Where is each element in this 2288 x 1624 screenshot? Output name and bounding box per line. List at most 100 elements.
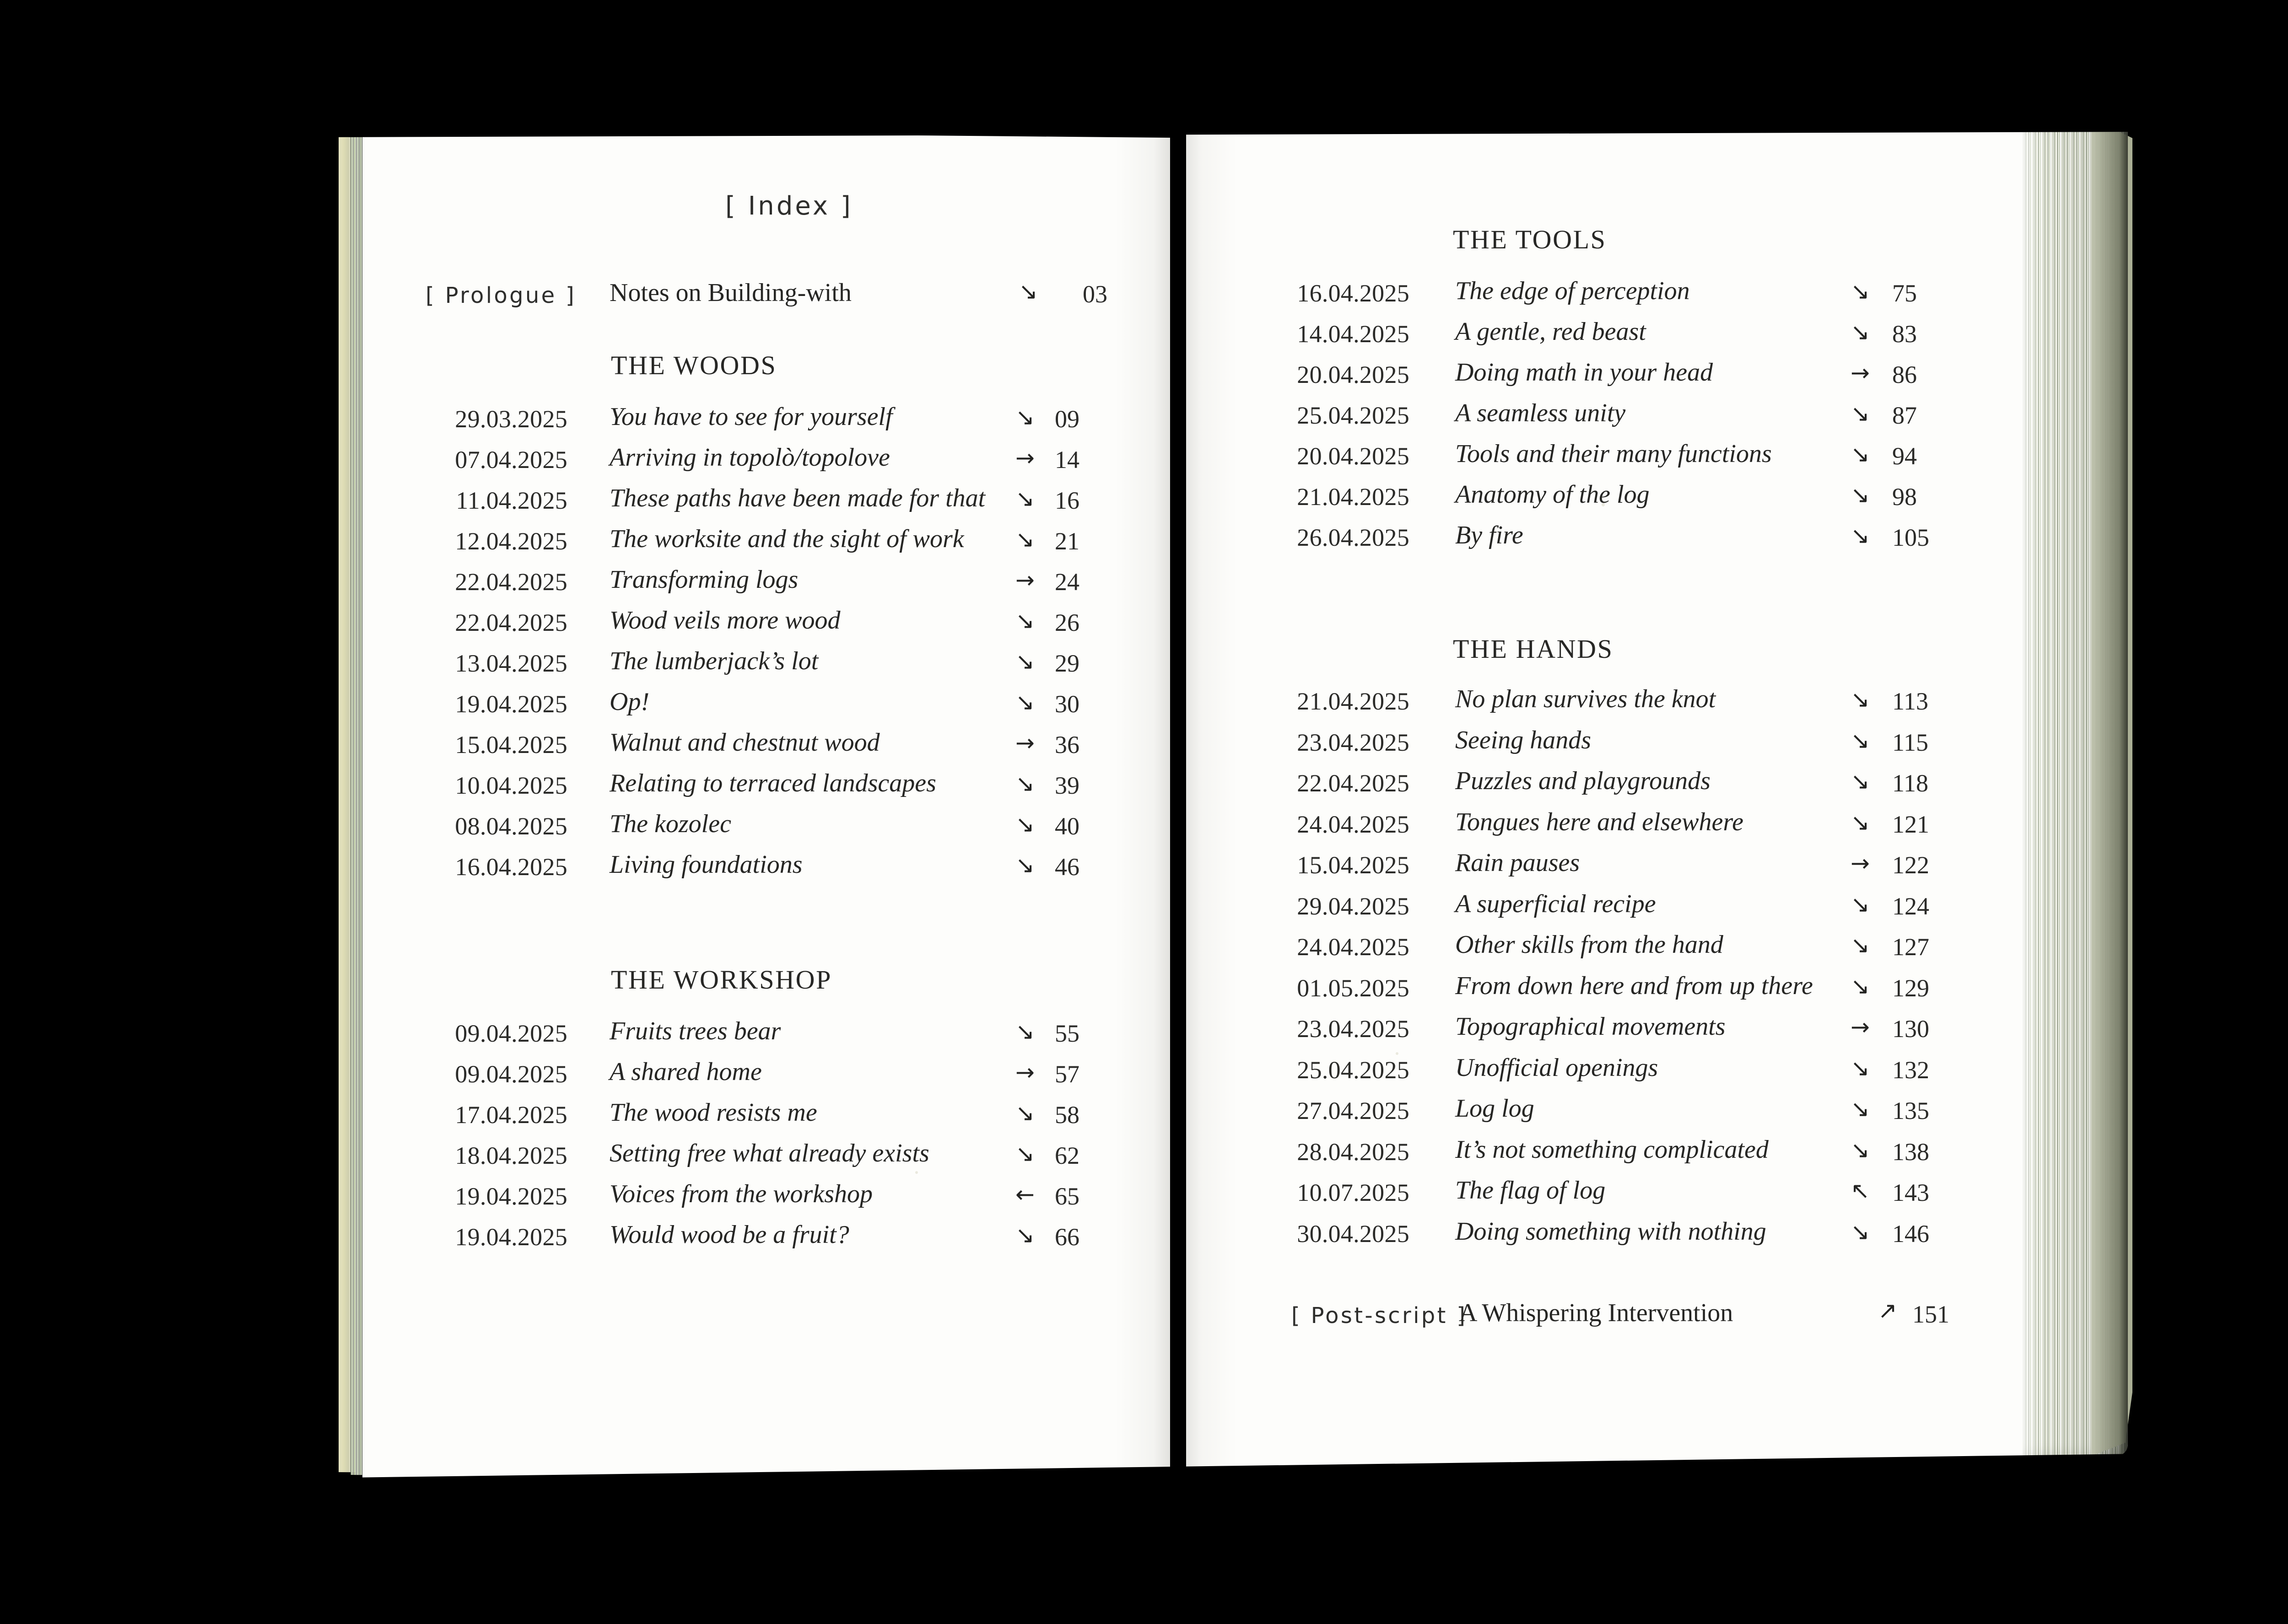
down-right-arrow-icon: ↘ xyxy=(1015,1100,1035,1126)
entry-page-number[interactable]: 132 xyxy=(1892,1056,1929,1084)
entry-page-number[interactable]: 86 xyxy=(1892,361,1917,388)
down-right-arrow-icon: ↘ xyxy=(1851,768,1870,795)
entry-page-number[interactable]: 39 xyxy=(1055,772,1079,799)
entry-page-number[interactable]: 16 xyxy=(1055,487,1079,514)
entry-title[interactable]: Topographical movements xyxy=(1455,1012,1726,1041)
prologue-title[interactable]: Notes on Building-with xyxy=(610,279,852,307)
postscript-label: [ Post-script ] xyxy=(1291,1303,1468,1328)
entry-title[interactable]: A seamless unity xyxy=(1455,399,1626,427)
entry-title[interactable]: Arriving in topolò/topolove xyxy=(610,443,890,472)
entry-title[interactable]: Doing something with nothing xyxy=(1455,1217,1766,1246)
entry-title[interactable]: The kozolec xyxy=(610,810,731,838)
entry-page-number[interactable]: 30 xyxy=(1055,690,1079,718)
entry-page-number[interactable]: 14 xyxy=(1055,446,1079,473)
down-right-arrow-icon: ↘ xyxy=(1015,485,1035,512)
entry-page-number[interactable]: 36 xyxy=(1055,731,1079,758)
entry-page-number[interactable]: 105 xyxy=(1892,524,1929,551)
down-right-arrow-icon: ↘ xyxy=(1015,608,1035,634)
entry-title[interactable]: The edge of perception xyxy=(1455,277,1690,305)
entry-page-number[interactable]: 113 xyxy=(1892,688,1928,715)
entry-title[interactable]: These paths have been made for that xyxy=(610,484,986,512)
entry-title[interactable]: Voices from the workshop xyxy=(610,1180,873,1208)
entry-title[interactable]: Unofficial openings xyxy=(1455,1053,1658,1082)
down-right-arrow-icon: ↘ xyxy=(1851,400,1870,427)
entry-title[interactable]: Transforming logs xyxy=(610,565,799,594)
entry-title[interactable]: A superficial recipe xyxy=(1455,889,1656,918)
entry-title[interactable]: Puzzles and playgrounds xyxy=(1455,767,1711,795)
entry-page-number[interactable]: 24 xyxy=(1055,568,1079,596)
entry-title[interactable]: The worksite and the sight of work xyxy=(610,525,964,553)
entry-date: 29.04.2025 xyxy=(1297,892,1409,920)
entry-title[interactable]: The wood resists me xyxy=(610,1098,817,1127)
entry-title[interactable]: Living foundations xyxy=(610,850,803,879)
left-arrow-icon: ← xyxy=(1015,1181,1035,1208)
entry-title[interactable]: Wood veils more wood xyxy=(610,606,841,635)
entry-page-number[interactable]: 121 xyxy=(1892,810,1929,838)
entry-page-number[interactable]: 94 xyxy=(1892,442,1917,470)
entry-title[interactable]: Would wood be a fruit? xyxy=(610,1221,849,1249)
entry-date: 24.04.2025 xyxy=(1297,933,1409,961)
entry-page-number[interactable]: 127 xyxy=(1892,933,1929,961)
entry-page-number[interactable]: 87 xyxy=(1892,402,1917,429)
postscript-title[interactable]: A Whispering Intervention xyxy=(1459,1299,1733,1327)
entry-page-number[interactable]: 138 xyxy=(1892,1138,1929,1166)
entry-title[interactable]: Op! xyxy=(610,688,650,716)
entry-page-number[interactable]: 58 xyxy=(1055,1101,1079,1129)
entry-page-number[interactable]: 130 xyxy=(1892,1015,1929,1043)
entry-page-number[interactable]: 09 xyxy=(1055,405,1079,433)
entry-title[interactable]: The lumberjack’s lot xyxy=(610,647,819,675)
entry-title[interactable]: Seeing hands xyxy=(1455,726,1592,754)
entry-page-number[interactable]: 62 xyxy=(1055,1142,1079,1169)
entry-title[interactable]: The flag of log xyxy=(1455,1176,1606,1205)
entry-page-number[interactable]: 57 xyxy=(1055,1060,1079,1088)
down-right-arrow-icon: ↘ xyxy=(1851,891,1870,918)
entry-page-number[interactable]: 146 xyxy=(1892,1220,1929,1248)
entry-title[interactable]: Setting free what already exists xyxy=(610,1139,929,1167)
entry-page-number[interactable]: 65 xyxy=(1055,1183,1079,1210)
entry-title[interactable]: Tools and their many functions xyxy=(1455,440,1772,468)
down-right-arrow-icon: ↘ xyxy=(1851,1054,1870,1081)
right-arrow-icon: → xyxy=(1851,850,1870,877)
entry-page-number[interactable]: 143 xyxy=(1892,1179,1929,1206)
entry-title[interactable]: By fire xyxy=(1455,521,1523,549)
entry-title[interactable]: No plan survives the knot xyxy=(1455,685,1716,713)
entry-page-number[interactable]: 75 xyxy=(1892,280,1917,307)
entry-page-number[interactable]: 98 xyxy=(1892,483,1917,511)
down-right-arrow-icon: ↘ xyxy=(1851,441,1870,468)
entry-page-number[interactable]: 83 xyxy=(1892,320,1917,348)
paper-speck xyxy=(915,1171,918,1174)
entry-page-number[interactable]: 129 xyxy=(1892,974,1929,1002)
entry-title[interactable]: A shared home xyxy=(610,1058,762,1086)
entry-title[interactable]: You have to see for yourself xyxy=(610,403,893,431)
entry-title[interactable]: Other skills from the hand xyxy=(1455,930,1723,959)
entry-title[interactable]: It’s not something complicated xyxy=(1455,1135,1769,1164)
entry-title[interactable]: Fruits trees bear xyxy=(610,1017,781,1045)
prologue-page-number[interactable]: 03 xyxy=(1083,280,1107,308)
entry-title[interactable]: Relating to terraced landscapes xyxy=(610,769,936,797)
entry-date: 14.04.2025 xyxy=(1297,320,1409,348)
entry-page-number[interactable]: 29 xyxy=(1055,650,1079,677)
entry-page-number[interactable]: 135 xyxy=(1892,1097,1929,1124)
entry-page-number[interactable]: 26 xyxy=(1055,609,1079,636)
section-heading-the-workshop: THE WORKSHOP xyxy=(611,965,832,995)
entry-title[interactable]: From down here and from up there xyxy=(1455,971,1813,1000)
entry-title[interactable]: Log log xyxy=(1455,1094,1534,1123)
entry-page-number[interactable]: 21 xyxy=(1055,527,1079,555)
postscript-page-number[interactable]: 151 xyxy=(1912,1301,1949,1328)
entry-page-number[interactable]: 115 xyxy=(1892,728,1928,756)
entry-page-number[interactable]: 124 xyxy=(1892,892,1929,920)
entry-page-number[interactable]: 55 xyxy=(1055,1020,1079,1047)
entry-page-number[interactable]: 46 xyxy=(1055,853,1079,881)
entry-page-number[interactable]: 66 xyxy=(1055,1223,1079,1251)
entry-title[interactable]: Doing math in your head xyxy=(1455,358,1713,387)
entry-title[interactable]: Anatomy of the log xyxy=(1455,480,1650,509)
entry-title[interactable]: Rain pauses xyxy=(1455,849,1580,877)
entry-date: 26.04.2025 xyxy=(1297,524,1409,551)
entry-page-number[interactable]: 122 xyxy=(1892,851,1929,879)
entry-page-number[interactable]: 40 xyxy=(1055,812,1079,840)
entry-title[interactable]: Walnut and chestnut wood xyxy=(610,728,880,757)
entry-title[interactable]: Tongues here and elsewhere xyxy=(1455,807,1743,836)
entry-title[interactable]: A gentle, red beast xyxy=(1455,317,1646,346)
entry-page-number[interactable]: 118 xyxy=(1892,769,1928,797)
entry-date: 09.04.2025 xyxy=(455,1020,567,1047)
